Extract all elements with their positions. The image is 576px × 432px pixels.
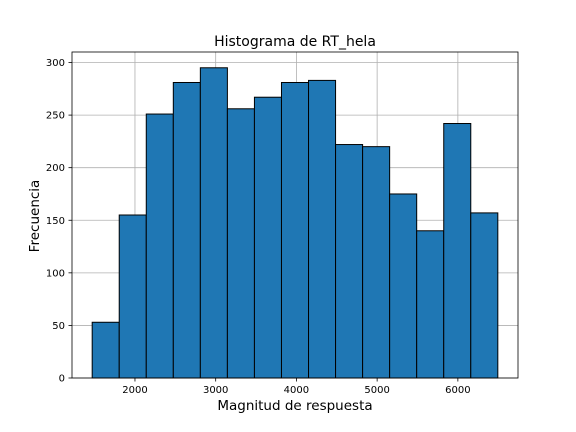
x-tick-label: 5000 (364, 385, 389, 396)
x-tick-label: 6000 (445, 385, 470, 396)
histogram-bar (145, 113, 174, 379)
y-tick-label: 300 (46, 58, 65, 69)
histogram-bar (280, 81, 310, 379)
x-axis: 2000 3000 4000 5000 6000 (122, 378, 471, 396)
x-axis-label: Magnitud de respuesta (217, 398, 372, 414)
histogram-bar (470, 212, 499, 379)
y-axis: 0 50 100 150 200 250 300 (46, 58, 72, 385)
histogram-bar (416, 230, 445, 379)
histogram-bar (226, 108, 255, 379)
y-tick-label: 0 (59, 374, 65, 385)
histogram-bar (308, 79, 337, 379)
histogram-bar (253, 96, 282, 379)
y-tick-label: 200 (46, 163, 65, 174)
x-tick-label: 2000 (122, 385, 147, 396)
histogram-bar (172, 81, 201, 379)
histogram-bar (118, 214, 147, 379)
x-tick-label: 4000 (284, 385, 309, 396)
y-tick-label: 150 (46, 216, 65, 227)
y-tick-label: 100 (46, 268, 65, 279)
x-tick-label: 3000 (203, 385, 228, 396)
bars (91, 67, 499, 379)
histogram-bar (362, 146, 391, 379)
y-tick-label: 250 (46, 111, 65, 122)
y-tick-label: 50 (52, 321, 65, 332)
y-axis-label: Frecuencia (27, 180, 43, 253)
histogram-bar (199, 67, 228, 379)
histogram-bar (335, 144, 364, 379)
histogram-bar (443, 123, 472, 379)
histogram-bar (91, 321, 120, 379)
chart-title: Histograma de RT_hela (214, 34, 376, 50)
histogram-bar (389, 193, 418, 379)
plot-frame (71, 51, 519, 379)
